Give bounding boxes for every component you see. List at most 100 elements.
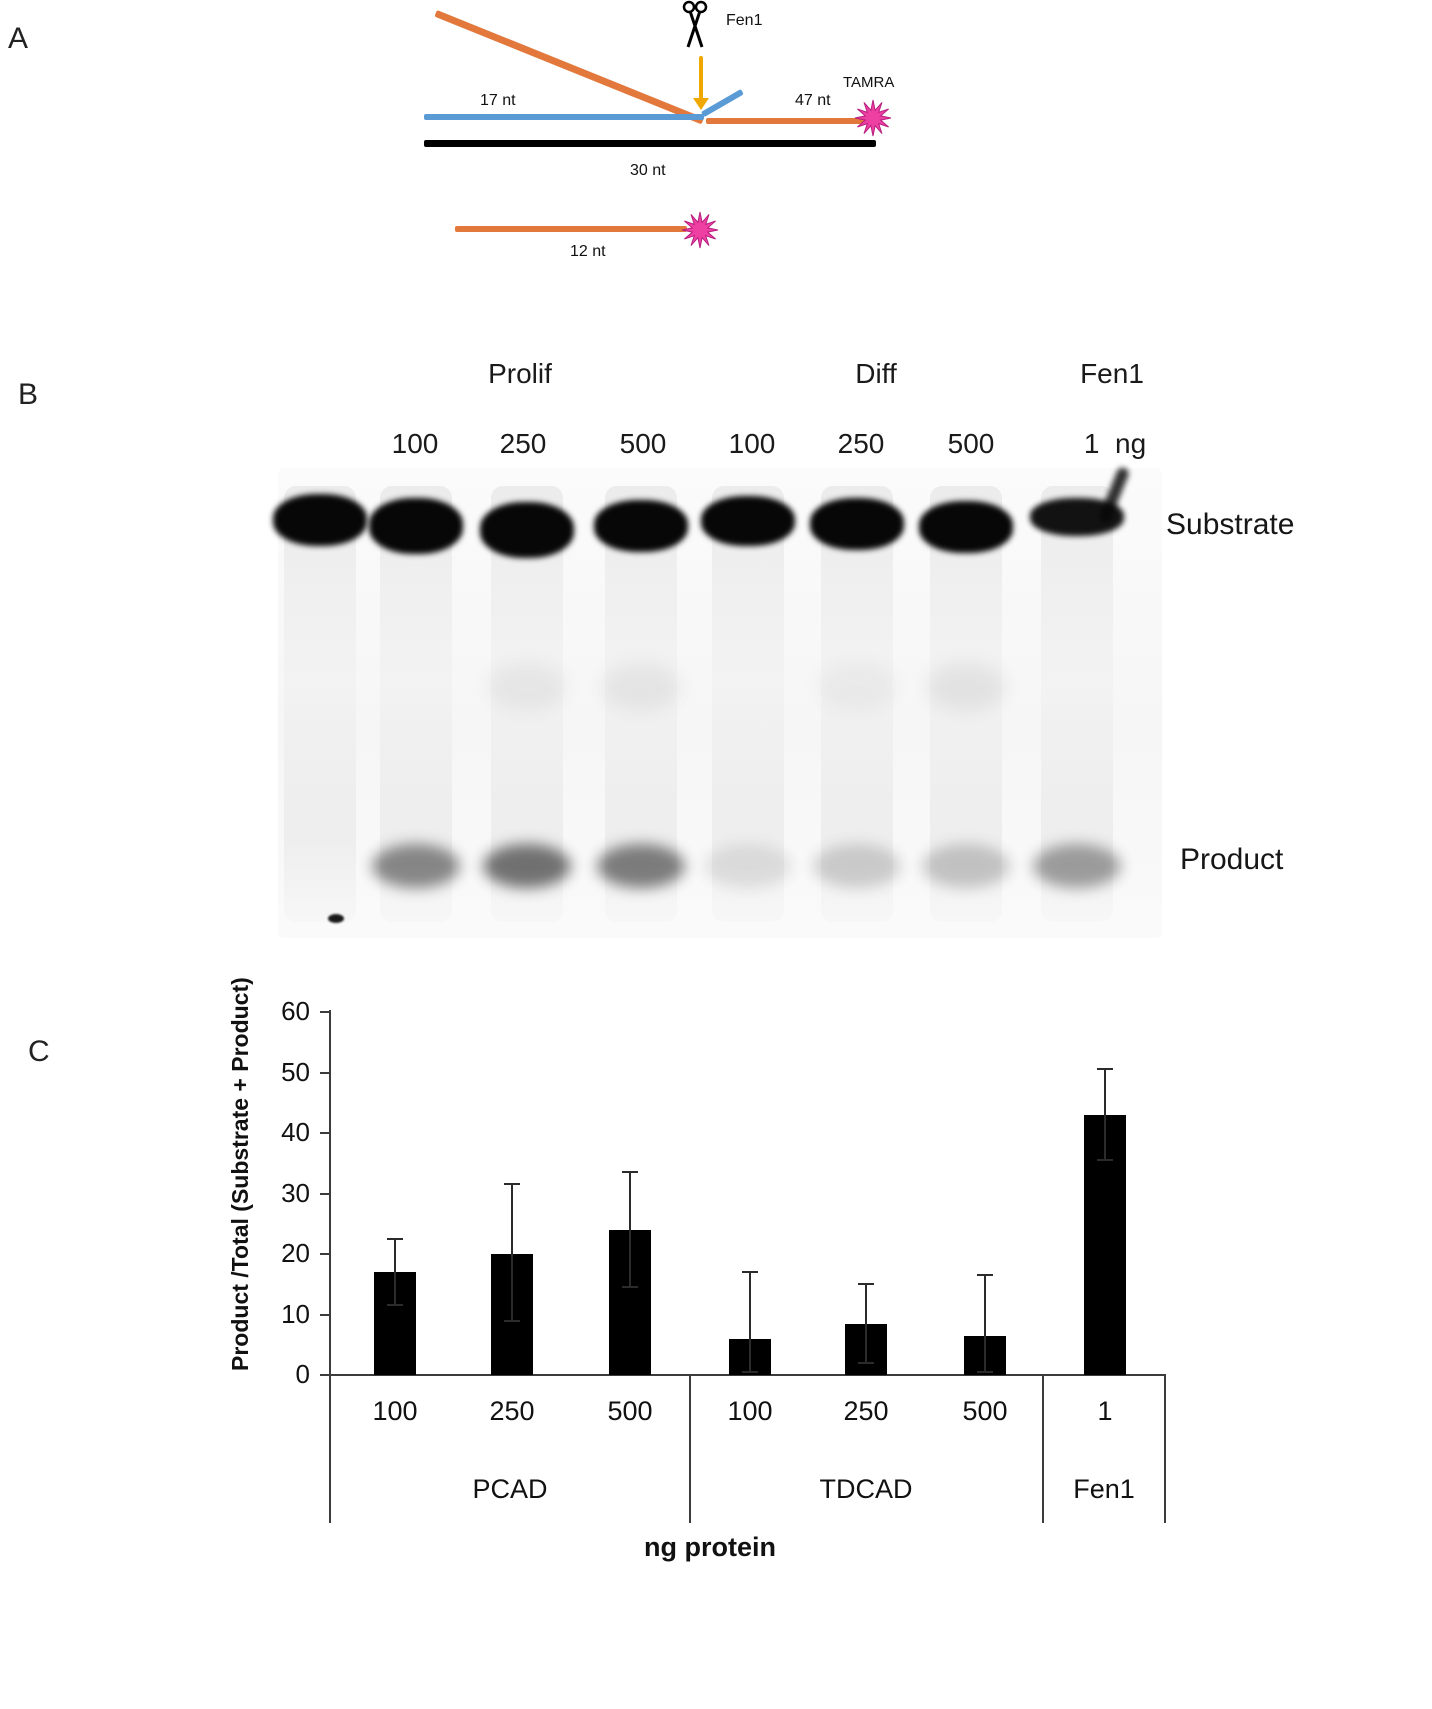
x-axis-title: ng protein [644, 1532, 776, 1562]
panel-a-label: A [8, 22, 29, 55]
faint-band [926, 663, 1006, 711]
error-bar [394, 1238, 396, 1306]
flap-strand-line [434, 10, 705, 125]
panel-b-label: B [18, 378, 39, 411]
error-bar-cap [858, 1283, 874, 1286]
error-bar-cap [387, 1237, 403, 1240]
y-tick-mark [320, 1071, 330, 1074]
faint-band [817, 663, 897, 711]
substrate-band-label: Substrate [1166, 508, 1295, 541]
y-tick-label: 40 [281, 1117, 310, 1147]
x-category-label: 100 [372, 1396, 418, 1426]
error-bar-cap [387, 1304, 403, 1307]
y-axis-line [329, 1010, 331, 1523]
y-tick-mark [320, 1374, 330, 1376]
gel-lane-amount: 500 [947, 428, 995, 459]
cleavage-arrow-shaft [699, 56, 703, 100]
y-tick-mark [320, 1313, 330, 1316]
error-bar-cap [1097, 1068, 1113, 1071]
x-category-label: 250 [489, 1396, 535, 1426]
gel-lane-streak [712, 486, 784, 922]
product-strand-line [455, 226, 687, 232]
group-divider-line [1164, 1374, 1166, 1523]
error-bar [749, 1272, 751, 1372]
faint-band [601, 663, 681, 711]
x-category-label: 100 [727, 1396, 773, 1426]
group-divider-line [689, 1374, 691, 1523]
product-band [813, 844, 901, 888]
error-bar-cap [858, 1361, 874, 1364]
gel-lane-amount: 250 [499, 428, 547, 459]
gel-lane-amount: 1 ng [1083, 428, 1147, 459]
x-category-label: 500 [607, 1396, 653, 1426]
error-bar [1104, 1069, 1106, 1161]
gel-lane-amount: 100 [391, 428, 439, 459]
y-tick-mark [320, 1192, 330, 1195]
y-tick-mark [320, 1011, 330, 1013]
error-bar [511, 1184, 513, 1321]
template-strand-line [424, 140, 876, 147]
error-bar-cap [622, 1286, 638, 1289]
error-bar-cap [504, 1183, 520, 1186]
y-tick-mark [320, 1253, 330, 1255]
y-tick-label: 20 [281, 1238, 310, 1268]
scissors-icon [682, 0, 708, 48]
gel-lane-amount: 100 [728, 428, 776, 459]
y-tick-label: 10 [281, 1298, 310, 1329]
gel-lane-streak [821, 486, 893, 922]
gel-speck-artifact [328, 914, 344, 923]
error-bar-cap [742, 1370, 758, 1373]
x-group-label: TDCAD [819, 1474, 913, 1504]
gel-lane-amount: 500 [619, 428, 667, 459]
error-bar [984, 1275, 986, 1372]
gel-group-label: Fen1 [1080, 358, 1144, 389]
error-bar-cap [977, 1370, 993, 1373]
template-length-label: 30 nt [630, 162, 666, 179]
x-category-label: 500 [962, 1396, 1008, 1426]
product-length-label: 12 nt [570, 243, 606, 260]
error-bar-cap [977, 1274, 993, 1277]
y-tick-mark [320, 1132, 330, 1134]
y-axis-title: Product /Total (Substrate + Product) [227, 977, 253, 1371]
upstream-primer-line [424, 114, 704, 120]
substrate-band [810, 498, 904, 550]
substrate-band [919, 501, 1013, 553]
gel-lane-streak [284, 486, 356, 922]
gel-group-label: Prolif [488, 358, 552, 389]
x-category-label: 250 [843, 1396, 889, 1426]
error-bar [629, 1172, 631, 1288]
substrate-band [369, 498, 463, 554]
x-group-label: Fen1 [1073, 1474, 1135, 1504]
x-group-label: PCAD [472, 1474, 548, 1504]
product-band-label: Product [1180, 843, 1284, 876]
y-tick-label: 60 [281, 996, 310, 1026]
group-divider-line [1042, 1374, 1044, 1523]
product-band [1033, 844, 1121, 888]
downstream-length-label: 47 nt [795, 92, 831, 109]
error-bar-cap [1097, 1159, 1113, 1162]
x-category-label: 1 [1097, 1396, 1113, 1426]
y-tick-label: 30 [281, 1177, 310, 1208]
product-band [483, 844, 571, 888]
substrate-band [594, 500, 688, 552]
substrate-band [1030, 498, 1124, 536]
substrate-band [273, 494, 367, 546]
tamra-star-icon [854, 99, 892, 137]
tamra-label: TAMRA [843, 74, 895, 91]
tamra-star-icon [681, 211, 719, 249]
y-tick-label: 0 [295, 1359, 310, 1389]
gel-group-label: Diff [855, 358, 897, 389]
gel-lane-streak [1041, 486, 1113, 922]
downstream-strand-line [706, 118, 866, 124]
cleavage-arrow-head [693, 98, 709, 110]
x-axis-line [329, 1374, 1166, 1376]
y-tick-label: 50 [281, 1056, 310, 1087]
panel-c-label: C [28, 1035, 50, 1068]
fen1-enzyme-label: Fen1 [726, 12, 763, 29]
product-band [372, 844, 460, 888]
product-band [922, 844, 1010, 888]
error-bar-cap [622, 1171, 638, 1174]
error-bar [865, 1284, 867, 1363]
substrate-band [480, 502, 574, 558]
